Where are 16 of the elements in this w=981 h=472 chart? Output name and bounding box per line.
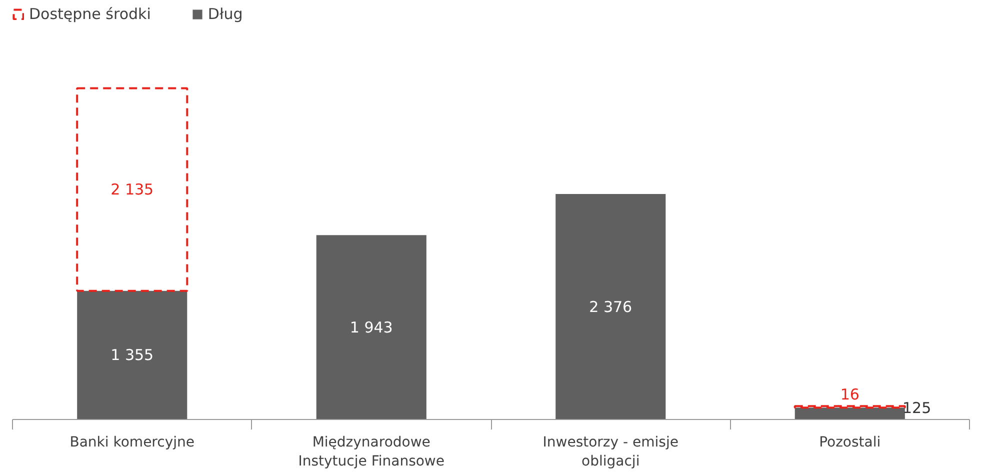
x-tick-label: Międzynarodowe Instytucje Finansowe xyxy=(298,434,445,470)
bar xyxy=(316,235,426,420)
bar xyxy=(794,405,906,409)
data-label: 1 943 xyxy=(350,318,393,336)
x-tick-label: Pozostali xyxy=(819,434,881,450)
bar xyxy=(77,290,188,420)
bar xyxy=(556,194,666,420)
data-label: 16 xyxy=(840,385,860,404)
data-label: 2 135 xyxy=(110,180,154,199)
bar xyxy=(794,408,905,420)
data-label: 1 355 xyxy=(110,346,154,364)
legend-label: Dostępne środki xyxy=(29,5,151,23)
x-tick-label: Inwestorzy - emisje obligacji xyxy=(542,434,678,470)
data-label: 2 376 xyxy=(589,298,632,316)
legend-label: Dług xyxy=(208,5,243,23)
x-tick-label: Banki komercyjne xyxy=(70,434,195,450)
